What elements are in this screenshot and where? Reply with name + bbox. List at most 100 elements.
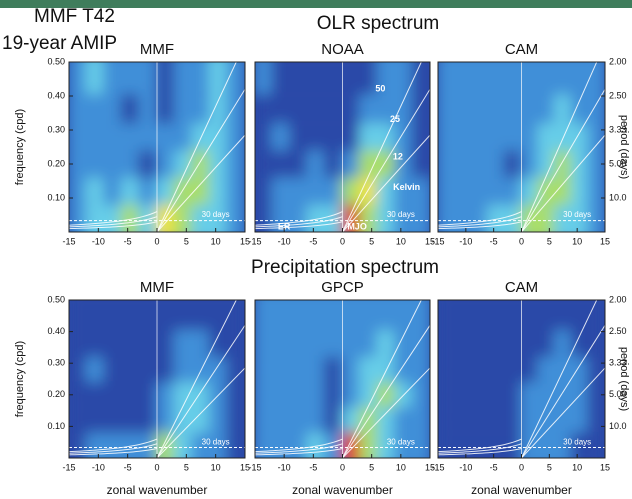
y2-tick-label: 3.33 [609,357,627,367]
heat-cell [341,356,361,383]
heat-cell [376,300,396,331]
heat-cell [255,300,274,331]
heat-cell [394,123,414,151]
heat-cell [255,356,274,383]
heat-cell [173,330,194,357]
heat-cell [255,177,274,205]
plot-area [438,62,605,232]
x-tick-label: 0 [154,462,159,472]
heat-cell [520,62,540,95]
heat-cell [394,62,414,95]
x-tick-label: 0 [519,236,524,246]
heat-cell [289,382,309,408]
kelvin-line [342,367,430,458]
heat-field [69,300,245,458]
y2-axis-label: period (days) [618,115,630,179]
heat-cell [226,204,245,232]
heat-cell [487,407,506,433]
heat-cell [341,407,361,433]
heat-cell [324,150,344,178]
heat-cell [103,177,123,205]
heat-cell [438,407,456,433]
x-tick-label: 0 [154,236,159,246]
kelvin-line [521,300,598,458]
heat-cell [138,382,158,408]
x-tick-label: -10 [459,236,472,246]
heat-cell [570,330,590,357]
heat-cell [173,432,194,458]
heat-cell [470,407,490,433]
y2-tick-label: 10.0 [609,421,627,431]
x-axis-label: zonal wavenumber [292,483,393,497]
panel-title: CAM [505,41,538,58]
heat-cell [394,432,414,458]
heat-cell [341,300,361,331]
heat-cell [306,300,326,331]
heat-cell [341,330,361,357]
heat-cell [520,356,540,383]
heat-cell [324,432,344,458]
heat-cell [520,382,540,408]
heat-cell [438,94,456,124]
heat-cell [520,177,540,205]
kelvin-line [342,62,422,232]
heat-cell [120,356,141,383]
heat-cell [85,62,106,95]
heat-cell [85,123,106,151]
heat-cell [85,382,106,408]
heat-cell [570,123,590,151]
heat-cell [411,407,430,433]
heat-cell [69,150,88,178]
heat-cell [156,407,176,433]
heat-cell [69,300,88,331]
heat-cell [453,356,473,383]
heat-cell [191,94,211,124]
heat-cell [376,407,396,433]
x-tick-label: 5 [547,462,552,472]
heat-cell [470,123,490,151]
annotation: 30 days [563,437,591,446]
heat-cell [138,330,158,357]
heat-cell [191,382,211,408]
heat-cell [255,382,274,408]
heat-cell [503,407,523,433]
rossby-curve [69,221,158,230]
heat-cell [341,177,361,205]
heat-cell [226,62,245,95]
x-tick-label: 10 [396,462,406,472]
heat-cell [453,330,473,357]
heat-cell [359,94,379,124]
x-tick-label: 15 [600,236,610,246]
heat-cell [537,204,556,232]
heat-cell [324,382,344,408]
heat-cell [438,123,456,151]
heat-cell [85,177,106,205]
y-tick-label: 0.30 [47,124,65,134]
heat-cell [438,150,456,178]
heat-field [255,300,430,458]
heat-cell [271,177,291,205]
heat-cell [470,62,490,95]
heat-cell [306,407,326,433]
heat-cell [587,123,605,151]
kelvin-line [156,134,245,232]
heat-cell [103,300,123,331]
heat-cell [271,94,291,124]
heat-cell [306,62,326,95]
heat-cell [85,356,106,383]
rossby-curve [438,443,522,454]
heat-cell [306,356,326,383]
heat-cell [503,150,523,178]
kelvin-line [521,62,598,232]
heat-cell [120,382,141,408]
heat-cell [191,62,211,95]
heat-cell [438,62,456,95]
heat-cell [487,382,506,408]
heat-cell [103,356,123,383]
plot-area [255,300,430,458]
heat-cell [438,300,456,331]
heat-cell [503,300,523,331]
panel-title: MMF [140,279,174,296]
heat-cell [69,407,88,433]
heat-cell [156,123,176,151]
